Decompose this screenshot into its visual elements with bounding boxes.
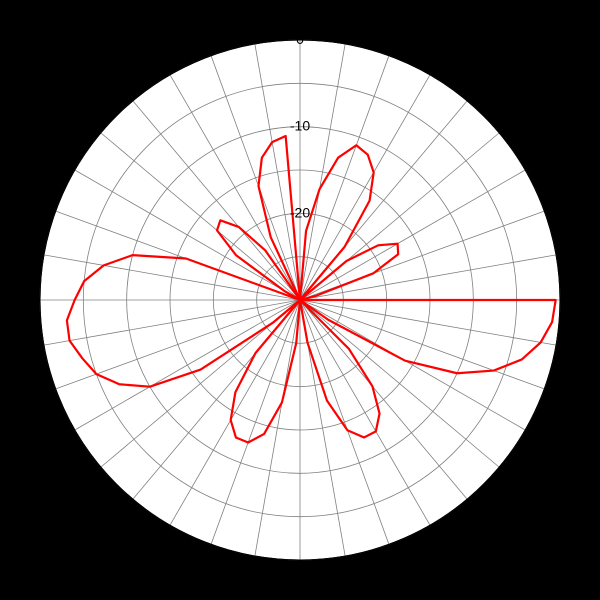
radial-tick-label: -20 [290, 204, 310, 220]
polar-chart: 0 -10 -20 [0, 0, 600, 600]
figure: 0 -10 -20 [0, 0, 600, 600]
radial-tick-label: -10 [290, 118, 310, 134]
radial-tick-label: 0 [296, 31, 304, 47]
